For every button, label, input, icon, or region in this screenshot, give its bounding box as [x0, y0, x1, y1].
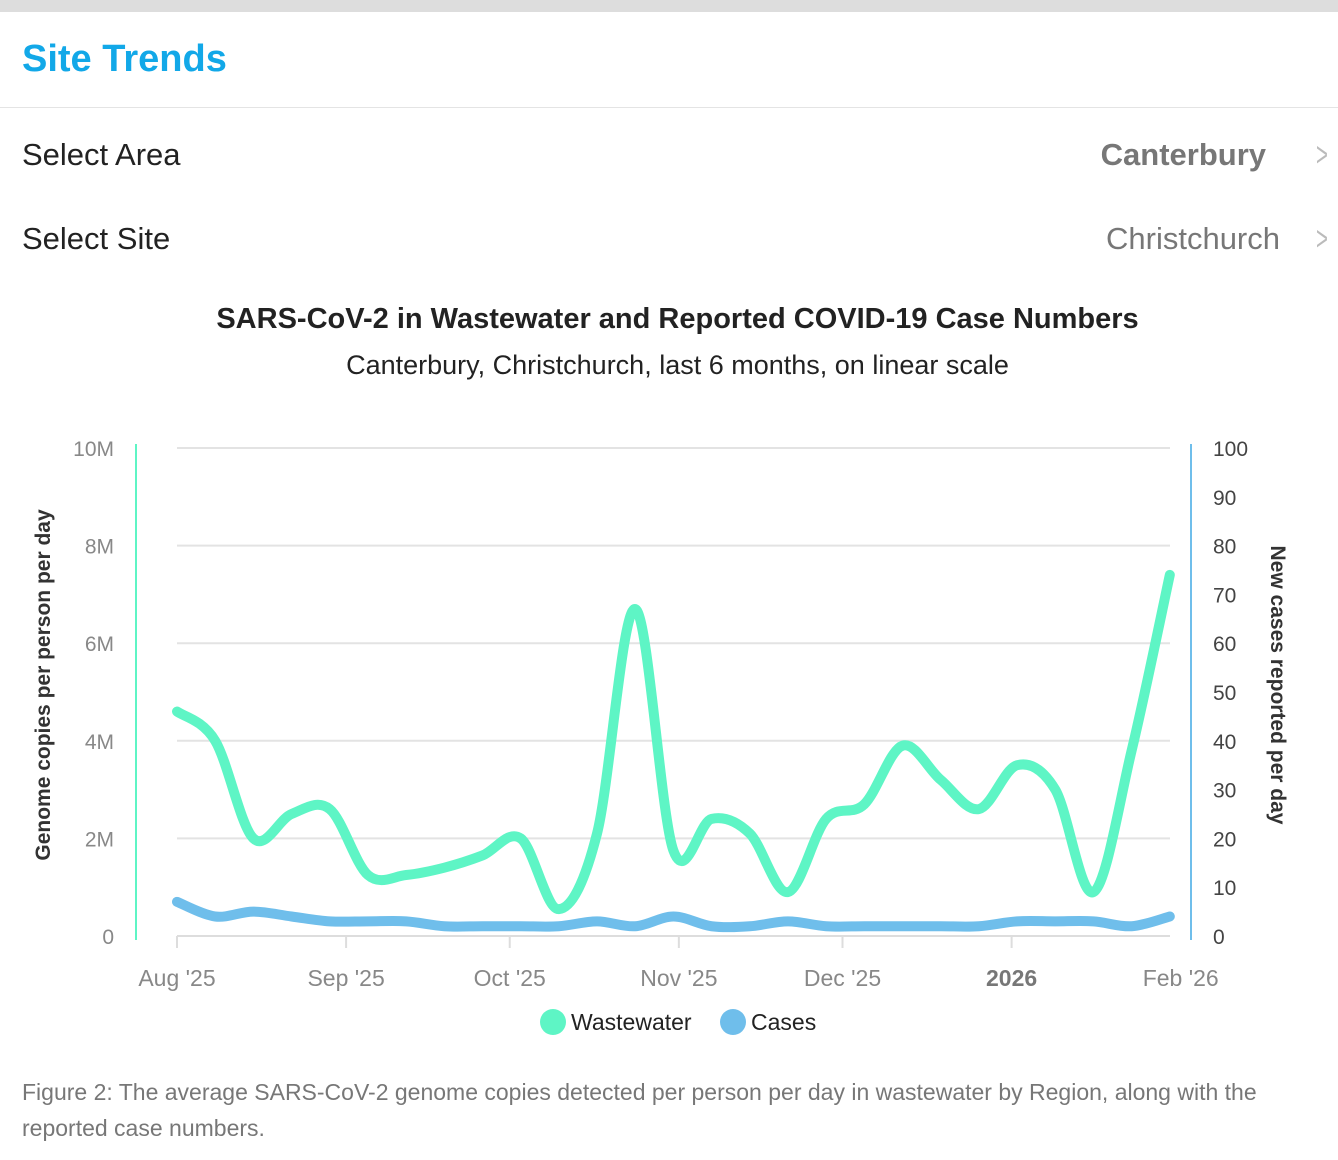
- select-site-row[interactable]: Select Site Christchurch >: [22, 214, 1338, 264]
- y2-tick-label: 60: [1213, 633, 1236, 656]
- y-tick-label: 0: [102, 926, 114, 949]
- y-axis-title: Genome copies per person per day: [32, 509, 55, 861]
- legend-marker-cases: [720, 1009, 746, 1035]
- page-title: Site Trends: [22, 38, 227, 80]
- y-tick-label: 10M: [73, 438, 114, 461]
- y2-tick-label: 0: [1213, 926, 1225, 949]
- chart-title: SARS-CoV-2 in Wastewater and Reported CO…: [216, 303, 1139, 335]
- x-tick-label: 2026: [986, 965, 1037, 991]
- y-tick-label: 4M: [85, 731, 114, 754]
- select-area-row[interactable]: Select Area Canterbury >: [22, 130, 1338, 180]
- y-tick-label: 6M: [85, 633, 114, 656]
- chart: 0 2M 4M 6M 8M 10M 0 10 20 30 40 50 60 70 80 90 100 Aug '2…: [32, 438, 1289, 1035]
- figure-caption: Figure 2: The average SARS-CoV-2 genome …: [22, 1079, 1257, 1141]
- y2-tick-label: 30: [1213, 780, 1236, 803]
- series-line-wastewater: [172, 569, 1175, 915]
- x-tick-label: Aug '25: [138, 965, 215, 991]
- y2-tick-label: 80: [1213, 536, 1236, 559]
- y-tick-label: 2M: [85, 828, 114, 851]
- chevron-right-icon: >: [1316, 135, 1329, 174]
- y2-tick-label: 20: [1213, 828, 1236, 851]
- y2-tick-label: 100: [1213, 438, 1248, 461]
- x-tick-label: Nov '25: [640, 965, 717, 991]
- select-site-label: Select Site: [22, 221, 171, 256]
- y2-tick-label: 90: [1213, 487, 1236, 510]
- x-tick-label: Sep '25: [307, 965, 384, 991]
- x-tick-label: Oct '25: [474, 965, 546, 991]
- legend-label-cases: Cases: [751, 1009, 816, 1035]
- x-tick-label: Dec '25: [804, 965, 881, 991]
- y2-tick-label: 10: [1213, 877, 1236, 900]
- y2-tick-label: 40: [1213, 731, 1236, 754]
- selected-site-value: Christchurch: [1106, 221, 1280, 256]
- chart-subtitle: Canterbury, Christchurch, last 6 months,…: [346, 350, 1009, 380]
- y2-tick-label: 70: [1213, 584, 1236, 607]
- select-area-label: Select Area: [22, 137, 181, 172]
- legend-label-wastewater: Wastewater: [571, 1009, 692, 1035]
- selected-area-value: Canterbury: [1100, 137, 1266, 172]
- series-line-cases: [172, 896, 1175, 933]
- top-bar: [0, 0, 1338, 12]
- chevron-right-icon: >: [1316, 219, 1329, 258]
- y2-tick-label: 50: [1213, 682, 1236, 705]
- legend-marker-wastewater: [540, 1009, 566, 1035]
- y-tick-label: 8M: [85, 536, 114, 559]
- x-tick-label: Feb '26: [1143, 965, 1219, 991]
- divider: [0, 107, 1338, 108]
- y2-axis-title: New cases reported per day: [1266, 546, 1289, 825]
